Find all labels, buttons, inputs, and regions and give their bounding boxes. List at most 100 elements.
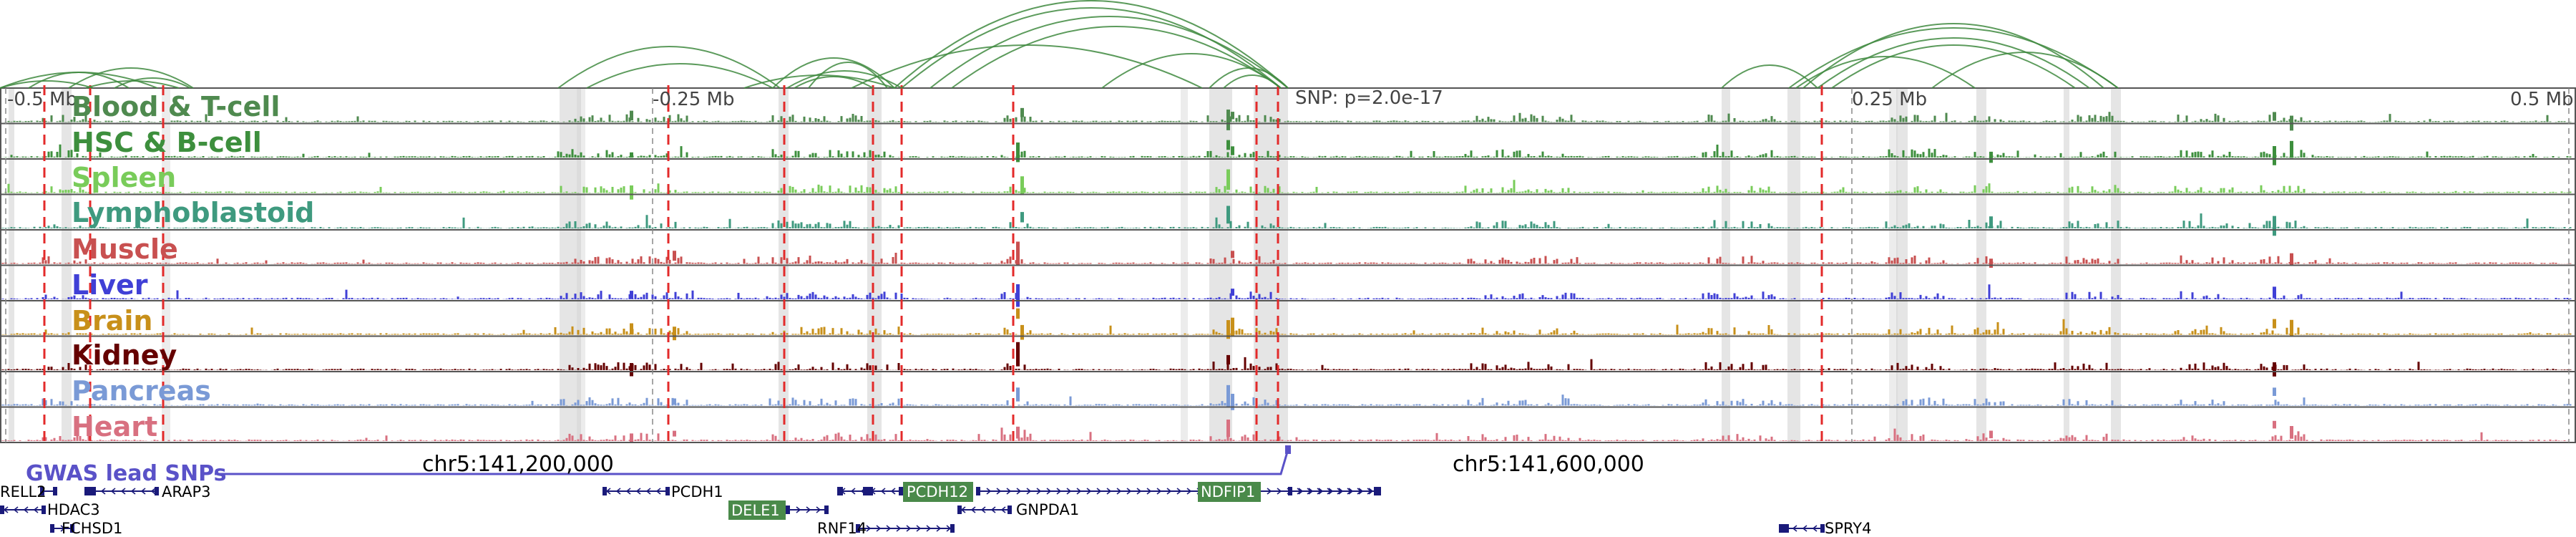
- gene-strand-arrow: [1308, 488, 1314, 495]
- signal-track-1: [1, 144, 2572, 158]
- interaction-arc: [1721, 64, 1818, 89]
- gene-strand-arrow: [1298, 488, 1304, 495]
- gene-strand-arrow: [1046, 488, 1052, 495]
- signal-peak: [630, 152, 633, 158]
- signal-peak: [1016, 342, 1020, 367]
- gene-highlight-bg: [728, 500, 786, 520]
- gene-strand-arrow: [1812, 525, 1818, 532]
- signal-peak: [1020, 324, 1024, 340]
- gene-exon: [863, 487, 869, 495]
- gene-strand-arrow: [645, 488, 651, 495]
- signal-peak: [1020, 107, 1024, 117]
- gene-label-fchsd1: FCHSD1: [62, 520, 122, 537]
- gene-strand-arrow: [60, 525, 66, 532]
- gene-strand-arrow: [986, 488, 992, 495]
- signal-peak: [2290, 140, 2293, 158]
- signal-peak: [2273, 286, 2276, 299]
- coordinate-label: chr5:141,200,000: [422, 452, 614, 477]
- track-labels: Blood & T-cell HSC & B-cell Spleen Lymph…: [72, 91, 314, 442]
- gwas-snp-marker: [1285, 445, 1291, 454]
- gene-label-hdac3: HDAC3: [47, 501, 100, 518]
- gene-strand-arrow: [866, 525, 872, 532]
- gene-strand-arrow: [1056, 488, 1062, 495]
- signal-peak: [673, 398, 676, 405]
- signal-peak: [1231, 112, 1234, 120]
- interaction-arc: [68, 67, 194, 89]
- gene-exon: [824, 505, 829, 514]
- gene-strand-arrow: [876, 525, 882, 532]
- gene-strand-arrow: [1016, 488, 1022, 495]
- gwas-track: GWAS lead SNPs: [26, 445, 1291, 486]
- gene-strand-arrow: [896, 525, 902, 532]
- gene-strand-arrow: [916, 525, 922, 532]
- signal-peak: [1016, 241, 1020, 266]
- interaction-arc: [951, 26, 1282, 89]
- interaction-arc: [85, 80, 180, 89]
- gene-exon: [976, 487, 980, 495]
- signal-peak: [630, 291, 633, 299]
- signal-peak: [630, 323, 633, 335]
- signal-peak: [1016, 284, 1020, 307]
- gene-strand-arrow: [1136, 488, 1142, 495]
- signal-peak: [2273, 112, 2276, 121]
- coordinate-label: chr5:141,600,000: [1453, 452, 1644, 477]
- axis-tick-label: 0.5 Mb: [2510, 89, 2574, 110]
- gene-exon: [950, 524, 955, 533]
- gene-strand-arrow: [130, 488, 136, 495]
- gene-strand-arrow: [1267, 488, 1272, 495]
- gene-strand-arrow: [980, 506, 986, 513]
- signal-tracks: [1, 107, 2572, 443]
- gene-exon: [786, 505, 790, 514]
- signal-peak: [1226, 354, 1230, 365]
- gene-strand-arrow: [150, 488, 156, 495]
- interaction-arc: [851, 44, 1203, 89]
- interaction-arc: [901, 7, 1282, 89]
- gene-exon: [40, 487, 44, 495]
- gene-exon: [155, 487, 159, 495]
- signal-peak: [2273, 319, 2276, 329]
- signal-peak: [1020, 212, 1024, 223]
- gene-strand-arrow: [1036, 488, 1042, 495]
- gene-label-rell2: RELL2: [0, 483, 47, 500]
- interaction-arc: [1788, 27, 2119, 89]
- track-label-brain: Brain: [72, 305, 152, 337]
- gene-strand-arrow: [1338, 488, 1344, 495]
- signal-peak: [1231, 251, 1234, 258]
- signal-peak: [1226, 419, 1230, 437]
- signal-peak: [1226, 140, 1230, 150]
- signal-track-6: [1, 319, 2572, 335]
- signal-track-2: [1, 180, 2572, 193]
- gene-highlight-bg: [903, 482, 973, 502]
- gene-strand-arrow: [970, 506, 976, 513]
- gene-strand-arrow: [850, 488, 856, 495]
- gene-annotation-track: RELL2 ARAP3 HDAC3 FCHSD1 PCDH1 PCDH12 DE…: [0, 482, 1871, 537]
- gene-strand-arrow: [1802, 525, 1807, 532]
- signal-peak: [673, 326, 676, 341]
- gene-strand-arrow: [1328, 488, 1334, 495]
- gene-strand-arrow: [615, 488, 621, 495]
- gene-strand-arrow: [110, 488, 116, 495]
- signal-peak: [1989, 430, 1993, 439]
- gene-exon: [0, 505, 4, 514]
- gene-label-gnpda1: GNPDA1: [1016, 501, 1079, 518]
- snp-pvalue-label: SNP: p=2.0e-17: [1295, 87, 1443, 109]
- signal-track-4: [1, 253, 2572, 264]
- signal-peak: [1231, 146, 1234, 155]
- signal-peak: [2290, 319, 2293, 337]
- gene-strand-arrow: [880, 488, 886, 495]
- interaction-arc: [1223, 74, 1282, 89]
- gene-exon: [856, 524, 860, 533]
- signal-track-5: [1, 284, 2572, 299]
- gene-exon: [50, 524, 54, 533]
- gene-strand-arrow: [1348, 488, 1354, 495]
- interaction-arc: [1817, 37, 2090, 89]
- gene-label-rnf14: RNF14: [817, 520, 867, 537]
- gene-strand-arrow: [1318, 488, 1324, 495]
- gene-exon: [84, 487, 90, 495]
- track-label-lymphoblastoid: Lymphoblastoid: [72, 197, 314, 228]
- gene-label-pcdh1: PCDH1: [671, 483, 723, 500]
- gene-strand-arrow: [796, 506, 801, 513]
- axis-tick-label: 0.25 Mb: [1852, 89, 1927, 110]
- gene-label-spry4: SPRY4: [1825, 520, 1871, 537]
